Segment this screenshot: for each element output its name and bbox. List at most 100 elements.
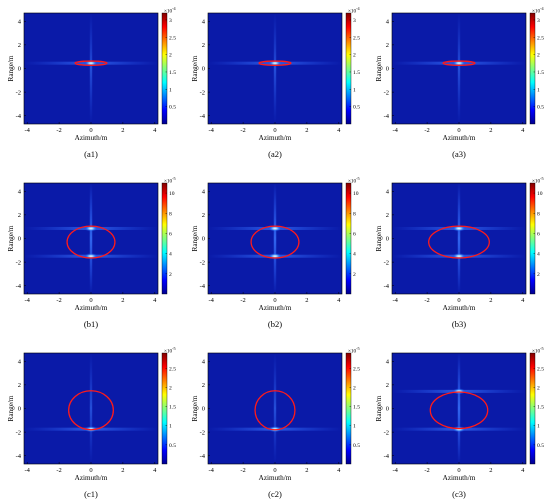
y-tick-label: 4 <box>386 358 390 365</box>
y-tick-label: -4 <box>384 453 390 460</box>
y-axis-label: Range/m <box>375 395 383 421</box>
colorbar-tick-label: 2.5 <box>537 35 544 41</box>
red-ellipse <box>254 390 296 431</box>
colorbar-tick-label: 1.5 <box>169 70 176 76</box>
colorbar-tick-label: 1.5 <box>537 70 544 76</box>
x-tick-label: 4 <box>153 467 157 474</box>
panel-b3: -4 -2 0 2 4420-2-4Azimuth/mRange/m246810×10-… <box>375 176 544 329</box>
panel-c1: -4 -2 0 2 4 4 2 0 -2 -4 Azimuth/m Range/m 0.5 1 1.5 2 2.… <box>7 346 176 499</box>
colorbar-tick-label: 10 <box>537 191 543 197</box>
x-tick-label: -4 <box>208 127 214 134</box>
colorbar-tick-label: 2.5 <box>169 35 176 41</box>
y-tick-label: -2 <box>16 259 21 266</box>
colorbar <box>345 12 352 125</box>
x-axis-label: Azimuth/m <box>443 474 476 482</box>
sidelobe-v <box>273 183 277 294</box>
y-tick-label: 2 <box>202 382 205 389</box>
colorbar-tick-label: 3 <box>537 18 540 24</box>
colorbar-tick-label: 2 <box>169 272 172 278</box>
y-tick-label: -4 <box>16 283 22 290</box>
colorbar-tick-label: 3 <box>169 18 172 24</box>
colorbar-tick-label: 0.5 <box>169 105 176 111</box>
panel-a1: -4 -2 0 2 4 4 2 0 -2 -4 Azimuth/m Range/m 0.5 1 1.5 2 2.… <box>7 6 177 159</box>
y-tick-label: -2 <box>200 259 205 266</box>
y-tick-label: 2 <box>202 42 205 49</box>
red-ellipse <box>68 390 114 431</box>
x-tick-label: 2 <box>489 467 492 474</box>
colorbar-tick-label: 2 <box>169 53 172 59</box>
colorbar-tick-label: 1.5 <box>353 70 360 76</box>
colorbar-tick-label: 0.5 <box>353 443 360 449</box>
panel-a3: -4 -2 0 2 4 4 2 0 -2 -4 Azimuth/m Range/m 0.5 1 1.5 2 2.… <box>375 6 545 159</box>
y-axis-label: Range/m <box>375 55 383 81</box>
colorbar-tick-label: 1 <box>353 424 356 430</box>
y-tick-label: 2 <box>386 212 389 219</box>
colorbar-tick-label: 6 <box>537 231 540 237</box>
colorbar-exponent: ×10-5 <box>348 346 360 355</box>
x-axis-label: Azimuth/m <box>75 474 108 482</box>
y-axis-label: Range/m <box>7 55 15 81</box>
x-tick-label: -4 <box>24 297 30 304</box>
colorbar-tick-label: 2 <box>537 385 540 391</box>
colorbar-exponent: ×10-4 <box>348 6 361 15</box>
y-tick-label: -4 <box>16 113 22 120</box>
y-axis-label: Range/m <box>191 395 199 421</box>
colorbar-tick-label: 10 <box>169 191 175 197</box>
sidelobe-v <box>457 183 461 294</box>
x-tick-label: 2 <box>121 467 124 474</box>
colorbar-tick-label: 3 <box>353 18 356 24</box>
sidelobe-v <box>457 13 461 124</box>
x-tick-label: 4 <box>337 467 341 474</box>
red-ellipse <box>428 225 490 259</box>
panel-caption: (a2) <box>268 149 282 159</box>
x-tick-label: 4 <box>521 297 525 304</box>
red-ellipse <box>429 391 489 430</box>
y-axis-label: Range/m <box>191 55 199 81</box>
y-tick-label: 0 <box>18 66 21 73</box>
x-tick-label: 4 <box>521 127 525 134</box>
x-tick-label: 2 <box>305 467 308 474</box>
y-tick-label: 0 <box>386 236 389 243</box>
y-tick-label: -4 <box>200 283 206 290</box>
x-tick-label: 4 <box>153 297 157 304</box>
x-tick-label: -4 <box>208 467 214 474</box>
y-tick-label: -4 <box>16 453 22 460</box>
y-tick-label: 2 <box>202 212 205 219</box>
red-ellipse <box>74 60 108 66</box>
image-field <box>392 353 526 464</box>
panel-b2: -4 -2 0 2 4420-2-4Azimuth/mRange/m246810×10-… <box>191 176 360 329</box>
y-tick-label: -2 <box>200 89 205 96</box>
x-tick-label: 0 <box>273 467 276 474</box>
y-tick-label: 2 <box>18 382 21 389</box>
panel-a2: -4 -2 0 2 4 4 2 0 -2 -4 Azimuth/m Range/m 0.5 1 1.5 2 2.… <box>191 6 361 159</box>
colorbar-tick-label: 6 <box>169 231 172 237</box>
panel-caption: (c3) <box>452 489 466 499</box>
panel-caption: (b1) <box>84 319 98 329</box>
colorbar-exponent: ×10-5 <box>164 346 176 355</box>
x-tick-label: -4 <box>24 127 30 134</box>
colorbar <box>345 352 352 465</box>
colorbar-tick-label: 2 <box>537 53 540 59</box>
colorbar <box>161 12 168 125</box>
x-tick-label: 0 <box>457 467 460 474</box>
y-tick-label: 2 <box>386 382 389 389</box>
y-tick-label: 2 <box>18 212 21 219</box>
y-tick-label: -2 <box>384 429 389 436</box>
x-tick-label: -2 <box>240 467 245 474</box>
x-tick-label: 4 <box>337 127 341 134</box>
red-ellipse <box>66 225 116 259</box>
y-axis-label: Range/m <box>191 225 199 251</box>
x-tick-label: 0 <box>457 297 460 304</box>
colorbar-tick-label: 1.5 <box>353 405 360 411</box>
x-axis-label: Azimuth/m <box>75 134 108 142</box>
colorbar <box>345 182 352 295</box>
image-field <box>24 353 158 464</box>
x-tick-label: -2 <box>240 127 245 134</box>
colorbar-tick-label: 1 <box>353 87 356 93</box>
colorbar-tick-label: 1 <box>169 424 172 430</box>
x-tick-label: -4 <box>392 127 398 134</box>
x-tick-label: 2 <box>121 297 124 304</box>
y-tick-label: -2 <box>16 429 21 436</box>
y-tick-label: -4 <box>200 453 206 460</box>
x-axis-label: Azimuth/m <box>75 304 108 312</box>
